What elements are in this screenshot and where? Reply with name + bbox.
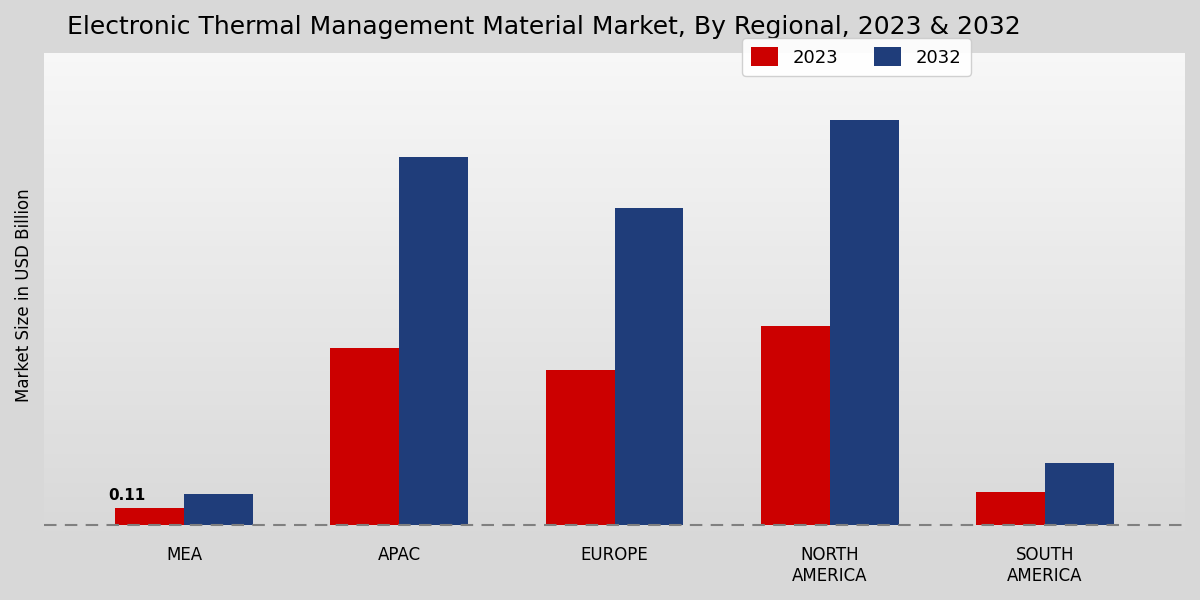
Bar xyxy=(976,492,1045,524)
Bar xyxy=(830,120,899,524)
Bar xyxy=(761,326,830,524)
Legend: 2023, 2032: 2023, 2032 xyxy=(742,38,971,76)
Bar xyxy=(115,508,184,524)
Bar xyxy=(330,348,400,524)
Text: Electronic Thermal Management Material Market, By Regional, 2023 & 2032: Electronic Thermal Management Material M… xyxy=(67,15,1021,39)
Y-axis label: Market Size in USD Billion: Market Size in USD Billion xyxy=(14,188,34,402)
Bar xyxy=(1045,463,1114,524)
Text: 0.11: 0.11 xyxy=(108,488,145,503)
Bar xyxy=(184,494,253,524)
Bar xyxy=(546,370,614,524)
Bar xyxy=(400,157,468,524)
Bar xyxy=(614,208,684,524)
